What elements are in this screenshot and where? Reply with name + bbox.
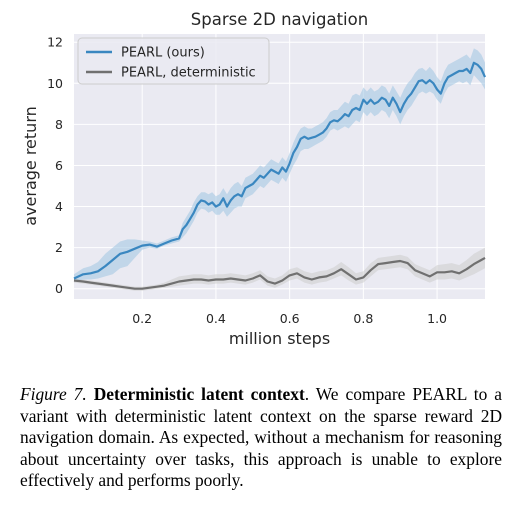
- y-tick-label: 4: [55, 199, 63, 214]
- x-tick-label: 0.2: [132, 311, 152, 326]
- y-tick-label: 0: [55, 281, 63, 296]
- legend-label-pearl: PEARL (ours): [121, 46, 205, 61]
- x-tick-label: 1.0: [427, 311, 447, 326]
- y-tick-label: 12: [47, 35, 63, 50]
- chart-svg: 0 2 4 6 8 10 12 0.2 0.4 0.6 0.8 1.0 Sparse 2D navi…: [21, 10, 487, 348]
- series-line-1: [73, 256, 486, 290]
- y-axis-label: average return: [21, 106, 40, 226]
- y-tick-label: 10: [47, 76, 63, 91]
- y-tick-label: 8: [55, 117, 63, 132]
- legend-label-deterministic: PEARL, deterministic: [121, 66, 256, 81]
- y-tick-label: 2: [55, 240, 63, 255]
- y-tick-label: 6: [55, 158, 63, 173]
- x-tick-labels: 0.2 0.4 0.6 0.8 1.0: [132, 311, 447, 326]
- confidence-bands: [74, 48, 485, 291]
- x-tick-label: 0.8: [353, 311, 373, 326]
- series-lines: [73, 61, 487, 290]
- caption-text: . We compare PEARL to a variant with det…: [20, 384, 503, 490]
- caption-title: Deterministic latent context: [93, 384, 305, 404]
- x-tick-label: 0.6: [280, 311, 300, 326]
- y-tick-labels: 0 2 4 6 8 10 12: [47, 35, 63, 297]
- caption-label: Figure 7.: [20, 384, 87, 404]
- legend-box: [77, 37, 270, 85]
- chart-figure: 0 2 4 6 8 10 12 0.2 0.4 0.6 0.8 1.0 Sparse 2D navi…: [21, 10, 487, 348]
- x-axis-label: million steps: [229, 329, 330, 348]
- legend: PEARL (ours) PEARL, deterministic: [77, 37, 270, 85]
- confidence-band-0: [74, 48, 485, 282]
- confidence-band-1: [74, 247, 485, 291]
- x-tick-label: 0.4: [206, 311, 226, 326]
- series-line-0: [73, 61, 487, 280]
- figure-caption: Figure 7. Deterministic latent context. …: [20, 384, 502, 492]
- chart-title: Sparse 2D navigation: [191, 10, 368, 29]
